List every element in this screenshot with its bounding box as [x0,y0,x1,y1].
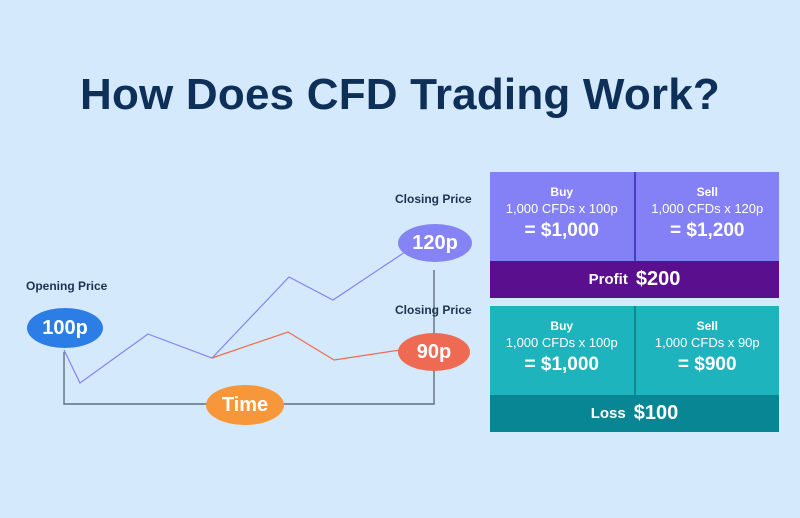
closing-price-up-badge: 120p [398,224,472,262]
profit-sell-label: Sell [696,185,718,199]
loss-sell-quantity: 1,000 CFDs x 90p [654,335,760,350]
loss-result-bar: Loss $100 [490,395,779,432]
price-path-down [211,331,401,361]
loss-buy-quantity: 1,000 CFDs x 100p [505,335,618,350]
opening-price-badge: 100p [27,308,103,348]
profit-buy-total: = $1,000 [524,220,600,241]
profit-sell-total: = $1,200 [670,220,745,241]
profit-buy-quantity: 1,000 CFDs x 100p [505,201,618,216]
loss-result-label: Loss [590,405,626,422]
time-axis-badge: Time [206,385,284,425]
loss-sell-cell: Sell 1,000 CFDs x 90p = $900 [635,306,779,395]
profit-example-panel: Buy 1,000 CFDs x 100p = $1,000 Sell 1,00… [490,172,779,298]
profit-result-value: $200 [635,268,681,290]
price-path-up [63,251,406,384]
page-title: How Does CFD Trading Work? [80,70,720,119]
profit-buy-cell: Buy 1,000 CFDs x 100p = $1,000 [490,172,636,261]
loss-sell-total: = $900 [677,354,737,375]
loss-buy-label: Buy [550,319,574,333]
loss-buy-cell: Buy 1,000 CFDs x 100p = $1,000 [490,306,636,395]
time-axis [63,270,435,405]
closing-price-down-badge: 90p [398,333,470,371]
profit-sell-quantity: 1,000 CFDs x 120p [651,201,764,216]
opening-price-label: Opening Price [26,279,108,293]
profit-result-bar: Profit $200 [490,261,779,298]
closing-price-up-label: Closing Price [395,192,472,206]
loss-buy-total: = $1,000 [524,354,600,375]
profit-result-label: Profit [588,271,628,288]
profit-buy-label: Buy [550,185,574,199]
loss-example-panel: Buy 1,000 CFDs x 100p = $1,000 Sell 1,00… [490,306,779,432]
profit-sell-cell: Sell 1,000 CFDs x 120p = $1,200 [635,172,779,261]
closing-price-down-label: Closing Price [395,303,472,317]
loss-sell-label: Sell [696,319,718,333]
loss-result-value: $100 [633,402,679,424]
